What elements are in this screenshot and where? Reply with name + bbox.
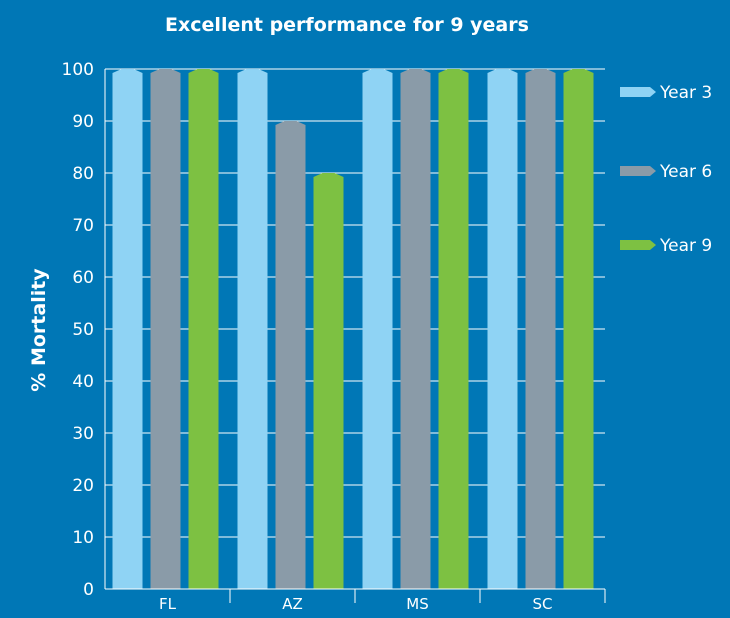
y-tick-label: 40	[72, 372, 94, 392]
y-tick-label: 30	[72, 424, 94, 444]
bar-ms-year-9	[438, 69, 469, 589]
y-tick-label: 90	[72, 112, 94, 132]
y-axis-label: % Mortality	[28, 268, 50, 392]
legend-swatch	[620, 166, 656, 176]
y-tick-label: 80	[72, 164, 94, 184]
bars	[112, 69, 594, 589]
bar-az-year-9	[313, 173, 344, 589]
y-tick-label: 0	[83, 580, 94, 600]
bar-sc-year-6	[525, 69, 556, 589]
legend-label: Year 6	[659, 162, 712, 182]
legend-label: Year 3	[659, 83, 712, 103]
y-tick-label: 20	[72, 476, 94, 496]
bar-fl-year-9	[188, 69, 219, 589]
gridlines	[105, 68, 605, 538]
legend-label: Year 9	[659, 236, 712, 256]
legend: Year 3 Year 6 Year 9	[620, 83, 712, 256]
bar-sc-year-3	[487, 69, 518, 589]
y-tick-label: 100	[62, 60, 94, 80]
axes: 0 10 20 30 40 50 60 70 80 90 100 FL AZ MS SC	[62, 60, 606, 613]
x-tick-label: SC	[533, 595, 553, 613]
bar-ms-year-3	[362, 69, 393, 589]
x-tick-label: FL	[159, 595, 177, 613]
bar-az-year-3	[237, 69, 268, 589]
x-tick-label: AZ	[282, 595, 303, 613]
chart-title: Excellent performance for 9 years	[165, 14, 529, 36]
y-tick-label: 70	[72, 216, 94, 236]
legend-swatch	[620, 87, 656, 97]
bar-az-year-6	[275, 121, 306, 589]
legend-swatch	[620, 240, 656, 250]
bar-fl-year-6	[150, 69, 181, 589]
bar-sc-year-9	[563, 69, 594, 589]
bar-fl-year-3	[112, 69, 143, 589]
bar-ms-year-6	[400, 69, 431, 589]
y-tick-label: 10	[72, 528, 94, 548]
y-tick-label: 50	[72, 320, 94, 340]
x-tick-label: MS	[406, 595, 428, 613]
y-tick-label: 60	[72, 268, 94, 288]
